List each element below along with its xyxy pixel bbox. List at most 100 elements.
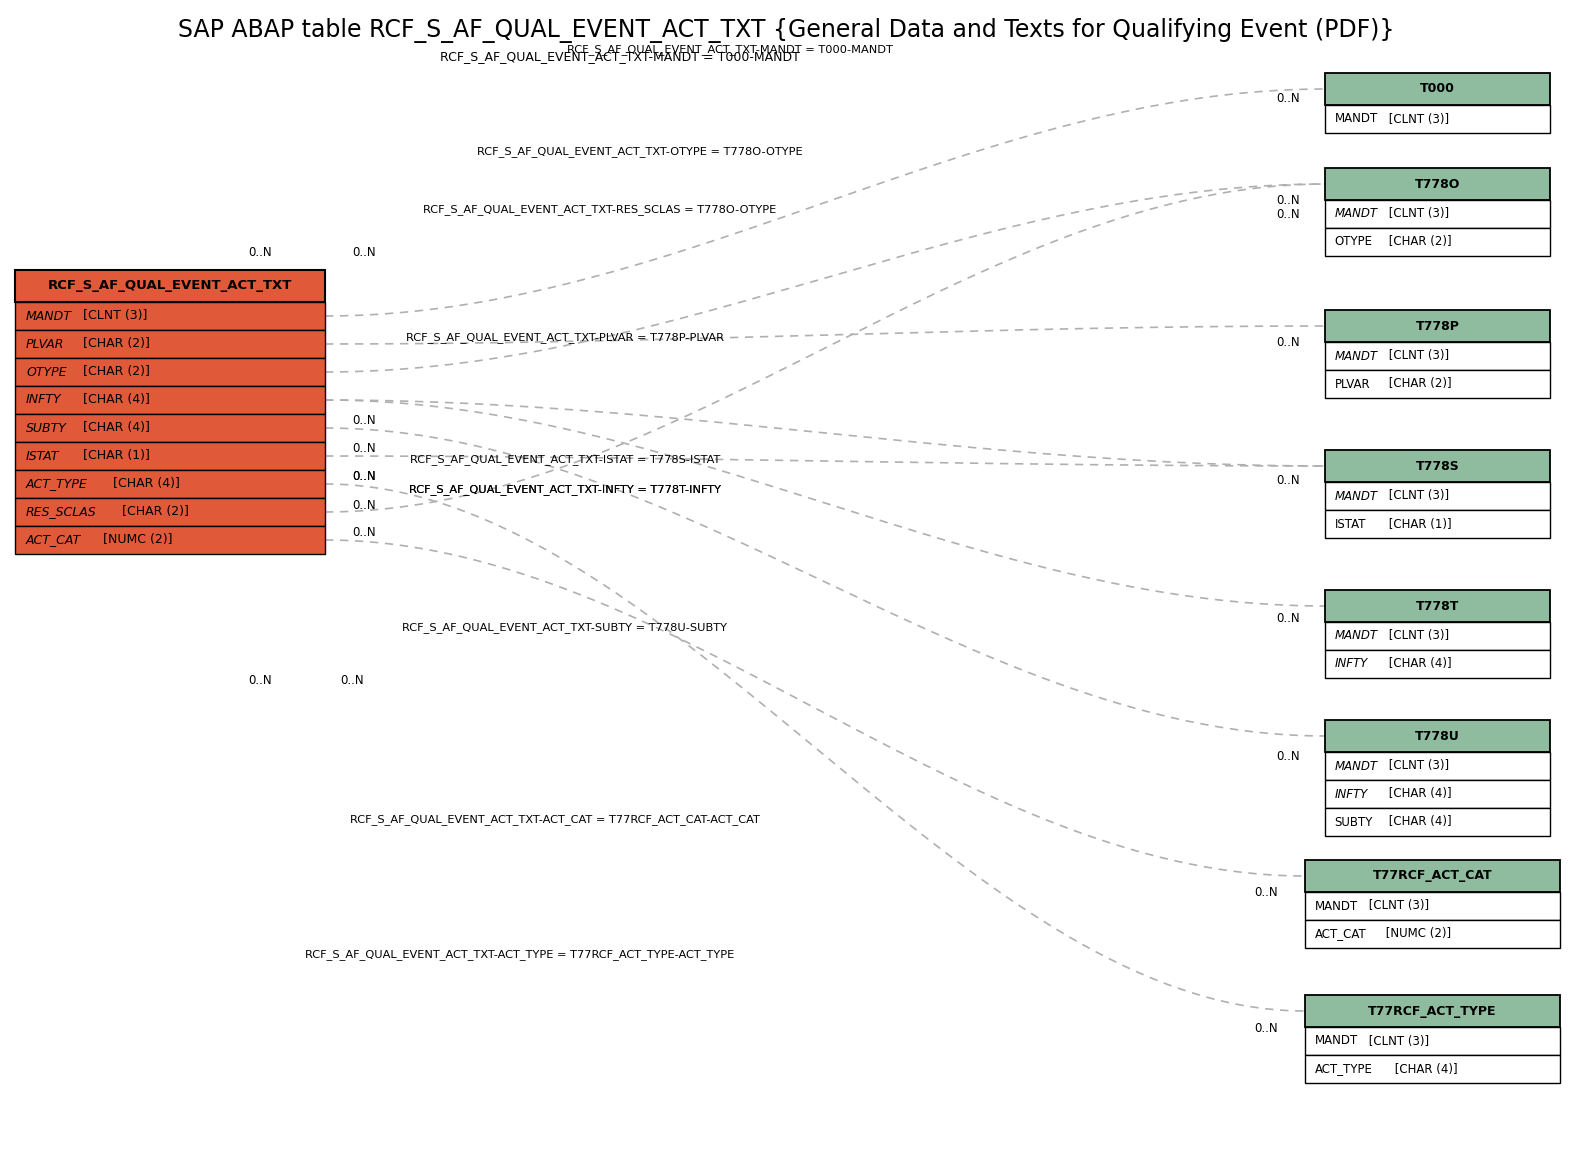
Text: PLVAR: PLVAR	[1335, 377, 1371, 390]
Text: [CHAR (2)]: [CHAR (2)]	[1385, 235, 1451, 248]
Text: [CHAR (4)]: [CHAR (4)]	[1385, 657, 1451, 670]
Text: T778T: T778T	[1416, 600, 1459, 613]
Text: RCF_S_AF_QUAL_EVENT_ACT_TXT-SUBTY = T778U-SUBTY: RCF_S_AF_QUAL_EVENT_ACT_TXT-SUBTY = T778…	[402, 622, 728, 634]
Text: [CLNT (3)]: [CLNT (3)]	[1385, 629, 1449, 642]
Text: RES_SCLAS: RES_SCLAS	[27, 506, 96, 519]
Text: ACT_TYPE: ACT_TYPE	[27, 477, 88, 490]
Text: MANDT: MANDT	[1335, 489, 1377, 502]
Text: ACT_TYPE: ACT_TYPE	[1314, 1062, 1372, 1076]
FancyBboxPatch shape	[1325, 200, 1550, 228]
FancyBboxPatch shape	[1325, 228, 1550, 256]
Text: 0..N: 0..N	[352, 469, 376, 482]
Text: RCF_S_AF_QUAL_EVENT_ACT_TXT-RES_SCLAS = T778O-OTYPE: RCF_S_AF_QUAL_EVENT_ACT_TXT-RES_SCLAS = …	[423, 205, 777, 215]
Text: [CHAR (4)]: [CHAR (4)]	[80, 394, 151, 407]
Text: [CLNT (3)]: [CLNT (3)]	[1385, 489, 1449, 502]
Text: MANDT: MANDT	[1335, 207, 1377, 220]
Text: MANDT: MANDT	[27, 309, 72, 322]
Text: [CHAR (4)]: [CHAR (4)]	[1391, 1062, 1457, 1076]
Text: T77RCF_ACT_CAT: T77RCF_ACT_CAT	[1372, 869, 1492, 882]
Text: 0..N: 0..N	[1276, 335, 1300, 348]
Text: SUBTY: SUBTY	[1335, 815, 1372, 829]
Text: RCF_S_AF_QUAL_EVENT_ACT_TXT-MANDT = T000-MANDT: RCF_S_AF_QUAL_EVENT_ACT_TXT-MANDT = T000…	[440, 51, 800, 64]
Text: ISTAT: ISTAT	[1335, 517, 1366, 530]
Text: 0..N: 0..N	[352, 527, 376, 540]
FancyBboxPatch shape	[1325, 780, 1550, 808]
Text: [CHAR (2)]: [CHAR (2)]	[80, 366, 151, 379]
Text: OTYPE: OTYPE	[1335, 235, 1372, 248]
FancyBboxPatch shape	[1325, 808, 1550, 836]
Text: 0..N: 0..N	[340, 674, 363, 687]
FancyBboxPatch shape	[1325, 370, 1550, 397]
Text: T77RCF_ACT_TYPE: T77RCF_ACT_TYPE	[1368, 1004, 1497, 1017]
Text: SAP ABAP table RCF_S_AF_QUAL_EVENT_ACT_TXT {General Data and Texts for Qualifyin: SAP ABAP table RCF_S_AF_QUAL_EVENT_ACT_T…	[178, 18, 1394, 44]
Text: PLVAR: PLVAR	[27, 338, 64, 350]
Text: MANDT: MANDT	[1335, 629, 1377, 642]
FancyBboxPatch shape	[16, 526, 325, 554]
Text: 0..N: 0..N	[1276, 194, 1300, 207]
Text: 0..N: 0..N	[352, 441, 376, 454]
Text: [CLNT (3)]: [CLNT (3)]	[80, 309, 148, 322]
Text: MANDT: MANDT	[1335, 760, 1377, 773]
FancyBboxPatch shape	[1305, 893, 1559, 920]
Text: [CHAR (2)]: [CHAR (2)]	[1385, 377, 1451, 390]
Text: ISTAT: ISTAT	[27, 449, 60, 462]
Text: T778P: T778P	[1415, 320, 1459, 333]
Text: RCF_S_AF_QUAL_EVENT_ACT_TXT-OTYPE = T778O-OTYPE: RCF_S_AF_QUAL_EVENT_ACT_TXT-OTYPE = T778…	[478, 147, 803, 158]
Text: 0..N: 0..N	[1276, 612, 1300, 624]
FancyBboxPatch shape	[1325, 105, 1550, 133]
FancyBboxPatch shape	[16, 497, 325, 526]
Text: [CLNT (3)]: [CLNT (3)]	[1385, 760, 1449, 773]
Text: INFTY: INFTY	[27, 394, 61, 407]
FancyBboxPatch shape	[1305, 1055, 1559, 1083]
Text: [CHAR (2)]: [CHAR (2)]	[118, 506, 189, 519]
FancyBboxPatch shape	[1325, 482, 1550, 510]
Text: [CHAR (1)]: [CHAR (1)]	[1385, 517, 1451, 530]
Text: RCF_S_AF_QUAL_EVENT_ACT_TXT-INFTY = T778T-INFTY: RCF_S_AF_QUAL_EVENT_ACT_TXT-INFTY = T778…	[409, 485, 722, 495]
Text: [CLNT (3)]: [CLNT (3)]	[1385, 207, 1449, 220]
Text: [CLNT (3)]: [CLNT (3)]	[1364, 900, 1429, 913]
Text: [CHAR (4)]: [CHAR (4)]	[108, 477, 179, 490]
FancyBboxPatch shape	[1325, 450, 1550, 482]
Text: 0..N: 0..N	[352, 499, 376, 512]
Text: ACT_CAT: ACT_CAT	[1314, 928, 1366, 941]
Text: [CHAR (4)]: [CHAR (4)]	[1385, 788, 1451, 801]
FancyBboxPatch shape	[1325, 720, 1550, 751]
FancyBboxPatch shape	[1325, 168, 1550, 200]
Text: [CHAR (4)]: [CHAR (4)]	[80, 421, 151, 434]
FancyBboxPatch shape	[1325, 650, 1550, 679]
Text: MANDT: MANDT	[1314, 900, 1358, 913]
Text: RCF_S_AF_QUAL_EVENT_ACT_TXT: RCF_S_AF_QUAL_EVENT_ACT_TXT	[47, 280, 292, 293]
Text: 0..N: 0..N	[1276, 208, 1300, 221]
Text: RCF_S_AF_QUAL_EVENT_ACT_TXT-INFTY = T778T-INFTY: RCF_S_AF_QUAL_EVENT_ACT_TXT-INFTY = T778…	[409, 485, 722, 495]
FancyBboxPatch shape	[1305, 1027, 1559, 1055]
FancyBboxPatch shape	[1305, 860, 1559, 893]
FancyBboxPatch shape	[16, 386, 325, 414]
Text: 0..N: 0..N	[248, 247, 272, 260]
Text: RCF_S_AF_QUAL_EVENT_ACT_TXT-ACT_TYPE = T77RCF_ACT_TYPE-ACT_TYPE: RCF_S_AF_QUAL_EVENT_ACT_TXT-ACT_TYPE = T…	[305, 949, 734, 961]
Text: MANDT: MANDT	[1335, 349, 1377, 362]
Text: T778U: T778U	[1415, 729, 1460, 742]
Text: T778S: T778S	[1416, 460, 1459, 473]
Text: [CLNT (3)]: [CLNT (3)]	[1385, 349, 1449, 362]
Text: [CHAR (1)]: [CHAR (1)]	[80, 449, 151, 462]
Text: 0..N: 0..N	[1276, 749, 1300, 762]
Text: 0..N: 0..N	[1276, 92, 1300, 105]
Text: [CHAR (2)]: [CHAR (2)]	[80, 338, 151, 350]
Text: INFTY: INFTY	[1335, 657, 1368, 670]
Text: ACT_CAT: ACT_CAT	[27, 534, 82, 547]
FancyBboxPatch shape	[1325, 510, 1550, 537]
Text: 0..N: 0..N	[352, 247, 376, 260]
FancyBboxPatch shape	[1325, 342, 1550, 370]
FancyBboxPatch shape	[1325, 622, 1550, 650]
FancyBboxPatch shape	[16, 414, 325, 442]
Text: 0..N: 0..N	[352, 469, 376, 482]
Text: SUBTY: SUBTY	[27, 421, 68, 434]
FancyBboxPatch shape	[1305, 995, 1559, 1027]
FancyBboxPatch shape	[16, 470, 325, 497]
Text: [CLNT (3)]: [CLNT (3)]	[1385, 113, 1449, 126]
FancyBboxPatch shape	[16, 302, 325, 330]
Text: RCF_S_AF_QUAL_EVENT_ACT_TXT-ACT_CAT = T77RCF_ACT_CAT-ACT_CAT: RCF_S_AF_QUAL_EVENT_ACT_TXT-ACT_CAT = T7…	[351, 815, 759, 826]
Text: RCF_S_AF_QUAL_EVENT_ACT_TXT-PLVAR = T778P-PLVAR: RCF_S_AF_QUAL_EVENT_ACT_TXT-PLVAR = T778…	[406, 333, 725, 343]
Text: MANDT: MANDT	[1314, 1035, 1358, 1048]
Text: OTYPE: OTYPE	[27, 366, 66, 379]
